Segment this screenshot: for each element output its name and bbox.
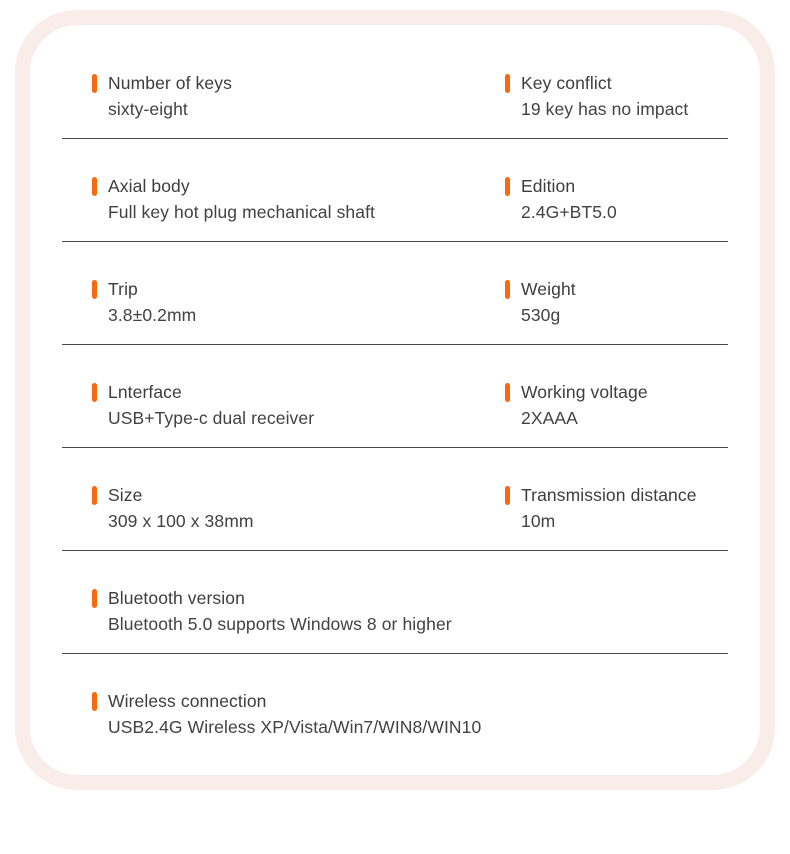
spec-text: Weight 530g [521,276,576,328]
spec-item-trip: Trip 3.8±0.2mm [62,276,505,328]
spec-label: Working voltage [521,382,648,402]
spec-value: 2.4G+BT5.0 [521,202,617,222]
spec-value: Bluetooth 5.0 supports Windows 8 or high… [108,614,452,634]
spec-value: Full key hot plug mechanical shaft [108,202,376,222]
spec-item-wireless-connection: Wireless connection USB2.4G Wireless XP/… [62,688,728,740]
spec-sheet-frame: Number of keys sixty-eight Key conflict … [15,10,775,790]
spec-label: Bluetooth version [108,588,245,608]
spec-label: Trip [108,279,138,299]
accent-bar-icon [92,383,97,402]
spec-label: Number of keys [108,73,232,93]
spec-item-edition: Edition 2.4G+BT5.0 [505,173,728,225]
spec-row: Size 309 x 100 x 38mm Transmission dista… [62,448,728,551]
spec-item-interface: Lnterface USB+Type-c dual receiver [62,379,505,431]
spec-text: Key conflict 19 key has no impact [521,70,688,122]
accent-bar-icon [92,486,97,505]
spec-sheet-card: Number of keys sixty-eight Key conflict … [30,25,760,775]
spec-text: Bluetooth version Bluetooth 5.0 supports… [108,585,452,637]
spec-text: Trip 3.8±0.2mm [108,276,196,328]
spec-item-bluetooth-version: Bluetooth version Bluetooth 5.0 supports… [62,585,728,637]
spec-label: Axial body [108,176,190,196]
spec-item-number-of-keys: Number of keys sixty-eight [62,70,505,122]
spec-text: Edition 2.4G+BT5.0 [521,173,617,225]
spec-text: Axial body Full key hot plug mechanical … [108,173,375,225]
spec-text: Transmission distance 10m [521,482,697,534]
spec-row: Bluetooth version Bluetooth 5.0 supports… [62,551,728,654]
accent-bar-icon [505,280,510,299]
spec-label: Weight [521,279,576,299]
spec-text: Lnterface USB+Type-c dual receiver [108,379,314,431]
spec-row: Lnterface USB+Type-c dual receiver Worki… [62,345,728,448]
spec-value: 530g [521,305,561,325]
spec-value: 2XAAA [521,408,578,428]
spec-value: 10m [521,511,556,531]
spec-row: Axial body Full key hot plug mechanical … [62,139,728,242]
spec-row: Number of keys sixty-eight Key conflict … [62,36,728,139]
spec-row: Wireless connection USB2.4G Wireless XP/… [62,654,728,756]
spec-value: USB2.4G Wireless XP/Vista/Win7/WIN8/WIN1… [108,717,482,737]
spec-text: Number of keys sixty-eight [108,70,232,122]
spec-text: Working voltage 2XAAA [521,379,648,431]
spec-text: Wireless connection USB2.4G Wireless XP/… [108,688,481,740]
spec-item-transmission-distance: Transmission distance 10m [505,482,728,534]
accent-bar-icon [92,692,97,711]
spec-label: Transmission distance [521,485,697,505]
spec-item-weight: Weight 530g [505,276,728,328]
spec-value: USB+Type-c dual receiver [108,408,315,428]
accent-bar-icon [92,280,97,299]
spec-label: Wireless connection [108,691,267,711]
spec-label: Lnterface [108,382,182,402]
accent-bar-icon [505,383,510,402]
spec-label: Size [108,485,143,505]
accent-bar-icon [505,74,510,93]
spec-value: 19 key has no impact [521,99,689,119]
spec-row: Trip 3.8±0.2mm Weight 530g [62,242,728,345]
spec-label: Edition [521,176,576,196]
spec-value: sixty-eight [108,99,188,119]
spec-value: 309 x 100 x 38mm [108,511,254,531]
accent-bar-icon [505,177,510,196]
accent-bar-icon [92,177,97,196]
accent-bar-icon [92,589,97,608]
spec-text: Size 309 x 100 x 38mm [108,482,254,534]
spec-item-working-voltage: Working voltage 2XAAA [505,379,728,431]
spec-label: Key conflict [521,73,612,93]
spec-item-key-conflict: Key conflict 19 key has no impact [505,70,728,122]
spec-value: 3.8±0.2mm [108,305,197,325]
accent-bar-icon [92,74,97,93]
spec-item-size: Size 309 x 100 x 38mm [62,482,505,534]
spec-item-axial-body: Axial body Full key hot plug mechanical … [62,173,505,225]
accent-bar-icon [505,486,510,505]
